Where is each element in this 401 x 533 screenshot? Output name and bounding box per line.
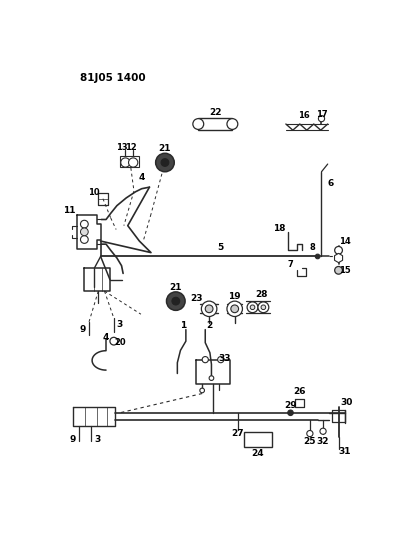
Circle shape <box>306 431 312 437</box>
Text: 22: 22 <box>209 108 221 117</box>
Text: 14: 14 <box>338 237 350 246</box>
Text: 32: 32 <box>316 437 328 446</box>
Circle shape <box>227 119 237 130</box>
Text: 21: 21 <box>169 283 182 292</box>
Circle shape <box>227 301 242 317</box>
Circle shape <box>257 302 268 313</box>
Text: 26: 26 <box>293 387 305 397</box>
Circle shape <box>202 357 208 363</box>
Circle shape <box>260 305 265 310</box>
Bar <box>198 118 232 130</box>
Text: 17: 17 <box>315 109 326 118</box>
Circle shape <box>166 292 184 310</box>
Circle shape <box>334 246 342 254</box>
Circle shape <box>205 305 213 313</box>
Text: 21: 21 <box>158 144 171 153</box>
Circle shape <box>319 428 325 434</box>
Text: 27: 27 <box>231 429 243 438</box>
Text: 7: 7 <box>287 260 293 269</box>
Circle shape <box>334 266 342 274</box>
Text: 8: 8 <box>308 243 314 252</box>
Text: 12: 12 <box>125 143 136 151</box>
Text: 30: 30 <box>339 398 352 407</box>
Text: 10: 10 <box>88 188 99 197</box>
Text: 1: 1 <box>180 321 186 330</box>
Circle shape <box>161 159 168 166</box>
Circle shape <box>192 119 203 130</box>
Text: 33: 33 <box>218 353 230 362</box>
Text: 4: 4 <box>138 173 144 182</box>
Circle shape <box>199 388 204 393</box>
Text: 9: 9 <box>79 325 86 334</box>
Text: 3: 3 <box>94 435 100 444</box>
Text: 3: 3 <box>117 320 123 329</box>
Text: 5: 5 <box>217 243 223 252</box>
Text: 15: 15 <box>338 266 350 275</box>
Text: 16: 16 <box>297 111 309 120</box>
Circle shape <box>247 302 257 313</box>
Text: 24: 24 <box>251 449 263 458</box>
Circle shape <box>201 301 216 317</box>
Circle shape <box>314 254 319 259</box>
Circle shape <box>209 376 213 381</box>
Bar <box>243 432 271 447</box>
Circle shape <box>109 337 117 345</box>
Text: 31: 31 <box>338 447 350 456</box>
Circle shape <box>80 228 88 236</box>
Circle shape <box>155 154 174 172</box>
Circle shape <box>230 305 238 313</box>
Bar <box>120 156 138 167</box>
Text: 18: 18 <box>272 224 284 233</box>
Circle shape <box>217 357 223 363</box>
Text: 2: 2 <box>205 321 212 330</box>
Text: 23: 23 <box>190 294 203 303</box>
Circle shape <box>80 220 88 228</box>
Circle shape <box>80 236 88 244</box>
Circle shape <box>120 158 130 167</box>
Text: 29: 29 <box>284 401 296 410</box>
Text: 20: 20 <box>114 338 126 347</box>
Text: 9: 9 <box>69 435 76 444</box>
Text: 13: 13 <box>116 143 128 151</box>
Text: 19: 19 <box>228 292 241 301</box>
Circle shape <box>249 305 254 310</box>
Text: 4: 4 <box>103 333 109 342</box>
Text: 6: 6 <box>327 179 333 188</box>
Text: 25: 25 <box>303 437 315 446</box>
Text: 28: 28 <box>254 290 267 298</box>
Circle shape <box>172 297 179 305</box>
Circle shape <box>318 116 324 122</box>
Text: 11: 11 <box>63 206 75 215</box>
Circle shape <box>287 410 292 415</box>
Text: 81J05 1400: 81J05 1400 <box>79 73 145 83</box>
Circle shape <box>128 158 138 167</box>
